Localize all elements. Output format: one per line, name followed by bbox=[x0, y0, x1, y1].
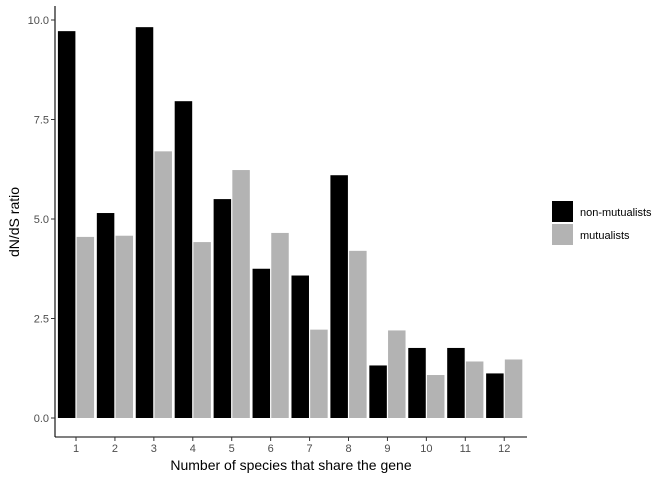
x-tick-label: 11 bbox=[460, 443, 471, 455]
bar-non-mutualists-4 bbox=[174, 101, 193, 418]
x-tick-label: 1 bbox=[73, 443, 79, 455]
x-tick-label: 6 bbox=[268, 443, 274, 455]
bar-non-mutualists-5 bbox=[213, 199, 232, 418]
x-tick-label: 8 bbox=[345, 443, 351, 455]
x-tick-label: 7 bbox=[307, 443, 313, 455]
bar-mutualists-2 bbox=[115, 235, 134, 418]
bar-non-mutualists-7 bbox=[291, 275, 309, 418]
bar-mutualists-12 bbox=[504, 359, 523, 418]
axes bbox=[54, 6, 527, 438]
bar-mutualists-6 bbox=[271, 232, 289, 418]
x-ticks: 1 2 3 4 5 6 7 8 9 10 11 12 bbox=[73, 437, 510, 455]
bar-mutualists-10 bbox=[426, 375, 445, 418]
bar-non-mutualists-3 bbox=[135, 27, 154, 418]
bar-non-mutualists-11 bbox=[447, 347, 465, 418]
legend-key-mutualists bbox=[552, 224, 573, 245]
y-tick-label: 5.0 bbox=[34, 214, 49, 226]
legend-label-mutualists: mutualists bbox=[580, 230, 630, 242]
y-tick-label: 7.5 bbox=[34, 115, 49, 127]
x-tick-label: 2 bbox=[112, 443, 118, 455]
x-tick-label: 9 bbox=[384, 443, 390, 455]
bar-mutualists-1 bbox=[76, 236, 95, 418]
y-ticks: 0.0 2.5 5.0 7.5 10.0 bbox=[28, 15, 55, 425]
y-tick-label: 2.5 bbox=[34, 314, 49, 326]
bar-non-mutualists-12 bbox=[486, 373, 504, 418]
y-axis-title: dN/dS ratio bbox=[6, 187, 22, 257]
y-tick-label: 10.0 bbox=[28, 15, 49, 27]
bar-mutualists-9 bbox=[388, 330, 406, 418]
legend-label-non-mutualists: non-mutualists bbox=[580, 207, 652, 219]
x-tick-label: 12 bbox=[498, 443, 510, 455]
bar-non-mutualists-9 bbox=[369, 365, 387, 418]
bar-mutualists-8 bbox=[349, 250, 367, 418]
bar-non-mutualists-8 bbox=[330, 175, 348, 418]
legend-key-non-mutualists bbox=[552, 201, 573, 222]
bar-non-mutualists-6 bbox=[252, 268, 271, 418]
legend: non-mutualists mutualists bbox=[552, 201, 652, 245]
bar-non-mutualists-2 bbox=[96, 213, 115, 418]
bar-mutualists-5 bbox=[232, 170, 250, 418]
bar-mutualists-3 bbox=[154, 151, 172, 418]
bar-mutualists-4 bbox=[193, 242, 211, 418]
x-tick-label: 3 bbox=[151, 443, 157, 455]
x-axis-title: Number of species that share the gene bbox=[170, 457, 411, 473]
x-tick-label: 5 bbox=[229, 443, 235, 455]
x-tick-label: 4 bbox=[190, 443, 196, 455]
x-tick-label: 10 bbox=[420, 443, 432, 455]
bar-non-mutualists-1 bbox=[57, 31, 76, 418]
bar-non-mutualists-10 bbox=[408, 347, 426, 418]
bars bbox=[57, 27, 523, 418]
bar-mutualists-7 bbox=[310, 329, 328, 418]
bar-mutualists-11 bbox=[465, 361, 484, 418]
y-tick-label: 0.0 bbox=[34, 413, 49, 425]
